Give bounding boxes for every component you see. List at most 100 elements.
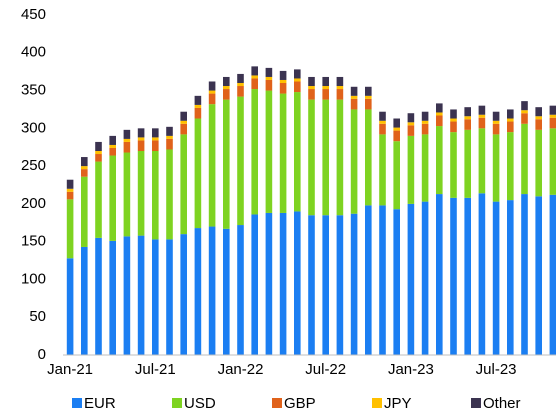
y-tick-label: 0 (38, 346, 46, 363)
bar-segment (521, 123, 528, 195)
bar-segment (393, 141, 400, 210)
x-tick-label: Jan-23 (388, 361, 434, 378)
bar-segment (194, 95, 202, 105)
bar-segment (322, 86, 329, 90)
bar-segment (251, 214, 258, 355)
bar-segment (223, 76, 230, 87)
legend-label: Other (483, 395, 521, 412)
bar-segment (66, 199, 74, 259)
bar-segment (152, 137, 159, 141)
bar-segment (464, 197, 471, 355)
bar-segment (535, 196, 542, 355)
x-tick-label: Jul-21 (135, 361, 176, 378)
bar-segment (322, 215, 329, 355)
bar-segment (365, 95, 372, 99)
bar-segment (407, 113, 415, 123)
bar-segment (137, 151, 145, 236)
y-tick-label: 350 (21, 82, 46, 99)
bar-segment (81, 246, 88, 355)
bar-segment (66, 188, 74, 192)
bar-segment (549, 117, 556, 129)
bar-segment (393, 127, 400, 131)
bar-segment (365, 109, 372, 206)
bar-segment (478, 117, 486, 129)
bar-segment (450, 109, 457, 119)
bar-segment (95, 161, 102, 238)
bar-segment (549, 105, 556, 115)
y-tick-label: 50 (29, 308, 46, 325)
bar-segment (322, 99, 329, 216)
bar-segment (251, 66, 258, 76)
bar-segment (66, 191, 74, 200)
bar-segment (166, 239, 173, 355)
bar-segment (450, 121, 457, 133)
bar-segment (251, 78, 258, 90)
bar-segment (421, 123, 429, 135)
bar-segment (180, 123, 187, 135)
legend-swatch (172, 398, 182, 408)
bar-segment (365, 205, 372, 355)
bar-segment (365, 98, 372, 110)
bar-segment (109, 155, 116, 241)
legend-swatch (272, 398, 282, 408)
bar-segment (294, 69, 301, 79)
bar-segment (265, 79, 273, 91)
bar-segment (492, 120, 500, 124)
bar-segment (478, 114, 486, 118)
x-tick-label: Jul-22 (305, 361, 346, 378)
bar-segment (194, 228, 202, 355)
legend-swatch (72, 398, 82, 408)
bar-segment (464, 107, 471, 117)
bar-segment (109, 144, 116, 148)
bar-segment (379, 134, 386, 206)
bar-segment (549, 128, 556, 195)
bar-segment (109, 240, 116, 355)
bar-segment (81, 157, 88, 167)
bar-segment (123, 152, 131, 237)
bar-segment (549, 194, 556, 355)
bar-segment (166, 126, 173, 136)
bar-segment (95, 151, 102, 155)
bar-segment (478, 193, 486, 355)
legend-label: GBP (284, 395, 316, 412)
bar-segment (535, 116, 542, 120)
bar-segment (336, 76, 344, 87)
bar-segment (365, 86, 372, 96)
bar-segment (350, 109, 358, 214)
bar-segment (237, 83, 244, 87)
bar-segment (279, 79, 287, 83)
bar-segment (237, 86, 244, 97)
bar-segment (194, 107, 202, 119)
bar-segment (322, 76, 329, 87)
bar-segment (421, 120, 429, 124)
bar-segment (180, 111, 187, 121)
bar-segment (450, 132, 457, 198)
bar-segment (180, 234, 187, 355)
bar-segment (137, 235, 145, 355)
bar-segment (66, 179, 74, 189)
bar-segment (407, 203, 415, 355)
bar-segment (336, 215, 344, 355)
bar-segment (152, 140, 159, 151)
bar-segment (294, 92, 301, 212)
bar-segment (464, 116, 471, 120)
bar-segment (81, 166, 88, 170)
legend-label: USD (184, 395, 216, 412)
bar-segment (322, 89, 329, 100)
bar-segment (194, 104, 202, 108)
bar-segment (265, 212, 273, 355)
bar-segment (308, 89, 315, 100)
bar-segment (393, 209, 400, 355)
bar-segment (166, 149, 173, 240)
bar-segment (294, 211, 301, 355)
bar-segment (535, 119, 542, 130)
legend-swatch (372, 398, 382, 408)
bar-segment (379, 111, 386, 121)
bar-segment (407, 122, 415, 126)
bar-segment (535, 129, 542, 197)
bar-segment (350, 98, 358, 110)
bar-segment (109, 135, 116, 145)
bar-segment (137, 137, 145, 141)
bar-segment (535, 107, 542, 117)
